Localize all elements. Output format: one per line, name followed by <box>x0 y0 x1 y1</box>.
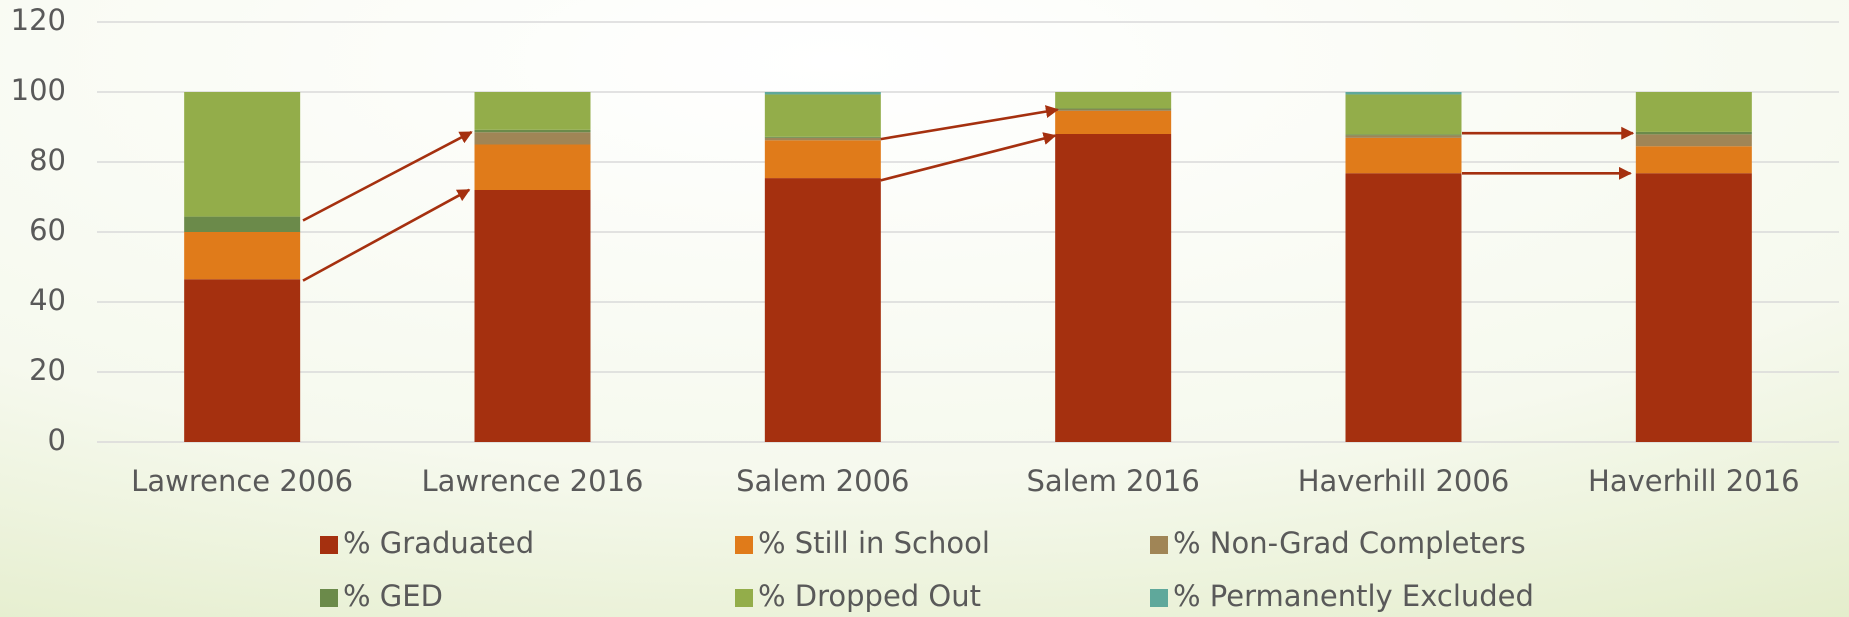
bar-segment <box>474 92 591 130</box>
legend-label: % Still in School <box>758 526 990 560</box>
bar-segment <box>1055 92 1172 109</box>
legend-label: % Non-Grad Completers <box>1173 526 1526 560</box>
arrow <box>880 105 1059 141</box>
bar-segment <box>474 190 591 442</box>
x-tick-label: Salem 2016 <box>1026 464 1199 498</box>
y-tick-label: 40 <box>29 283 66 317</box>
bar-segment <box>474 129 591 133</box>
bar-segment <box>764 137 881 141</box>
bar-segment <box>764 92 881 95</box>
bar-segment <box>184 92 301 217</box>
plot-area: 0 20 40 60 80 100 120 Lawrence 2006 Lawrence 201… <box>11 3 1839 498</box>
bar-segment <box>474 144 591 190</box>
bar-segment <box>1055 108 1172 110</box>
y-tick-label: 120 <box>11 3 66 37</box>
bar-segment <box>1635 131 1752 135</box>
trend-arrows <box>302 105 1635 282</box>
bar-segment <box>1345 135 1462 138</box>
bar-segment <box>1345 92 1462 95</box>
bar-segment <box>764 140 881 179</box>
bar-segment <box>1345 173 1462 442</box>
legend-swatch <box>1150 589 1168 607</box>
x-tick-label: Lawrence 2006 <box>131 464 353 498</box>
legend-swatch <box>735 536 753 554</box>
legend-swatch <box>320 536 338 554</box>
legend-swatch <box>1150 536 1168 554</box>
bar-segment <box>1345 94 1462 135</box>
bar-segment <box>1635 92 1752 132</box>
bar-segment <box>764 94 881 137</box>
bar-segment <box>1055 110 1172 134</box>
bar-segment <box>1055 109 1172 111</box>
legend-label: % Graduated <box>343 526 534 560</box>
bar-segment <box>184 216 301 232</box>
x-tick-label: Haverhill 2016 <box>1588 464 1800 498</box>
bar-segment <box>1345 134 1462 136</box>
y-tick-label: 100 <box>11 73 66 107</box>
bar-segment <box>474 132 591 145</box>
legend-label: % GED <box>343 579 443 613</box>
bar-segment <box>1635 173 1752 442</box>
y-tick-label: 0 <box>48 423 66 457</box>
x-tick-label: Salem 2006 <box>736 464 909 498</box>
bar-segment <box>764 136 881 138</box>
bar-segment <box>1635 134 1752 147</box>
x-tick-label: Haverhill 2006 <box>1298 464 1510 498</box>
bar-segment <box>1345 137 1462 174</box>
arrow <box>880 132 1057 182</box>
legend-label: % Permanently Excluded <box>1173 579 1534 613</box>
legend-swatch <box>320 589 338 607</box>
y-tick-label: 80 <box>29 143 66 177</box>
legend-swatch <box>735 589 753 607</box>
x-tick-label: Lawrence 2016 <box>422 464 644 498</box>
y-tick-label: 60 <box>29 213 66 247</box>
bar-segment <box>1055 134 1172 442</box>
bar-segment <box>1635 146 1752 174</box>
bar-segment <box>184 232 301 280</box>
arrow <box>302 188 471 282</box>
arrow <box>302 130 473 222</box>
bar-segment <box>764 178 881 442</box>
y-tick-label: 20 <box>29 353 66 387</box>
legend-label: % Dropped Out <box>758 579 981 613</box>
bar-segment <box>184 279 301 442</box>
